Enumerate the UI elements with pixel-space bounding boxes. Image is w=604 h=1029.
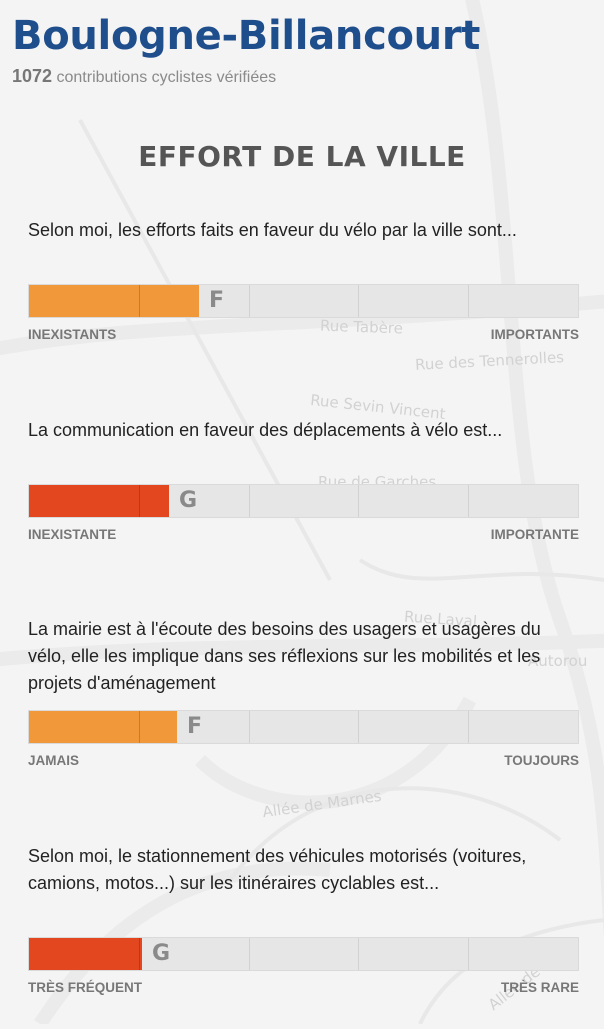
contributions-summary: 1072 contributions cyclistes vérifiées (12, 66, 276, 88)
question-text: La mairie est à l'écoute des besoins des… (28, 619, 541, 693)
scale-low-label: INEXISTANTE (28, 527, 117, 542)
scale-high-label: TRÈS RARE (500, 980, 579, 995)
scale-low-label: INEXISTANTS (28, 327, 117, 342)
scale-divider (249, 938, 250, 970)
rating-fill (29, 711, 177, 743)
scale-divider (249, 711, 250, 743)
rating-scale: JAMAIS TOUJOURS (28, 753, 579, 771)
fill-divider (139, 485, 140, 517)
map-label: Autorou (528, 652, 588, 670)
rating-bar: G (28, 484, 579, 518)
contributions-count: 1072 (12, 66, 53, 86)
scale-divider (358, 711, 359, 743)
rating-scale: INEXISTANTE IMPORTANTE (28, 527, 579, 545)
rating-bar: F (28, 284, 579, 318)
city-title: Boulogne-Billancourt (12, 13, 481, 59)
grade-label: F (209, 288, 225, 313)
scale-divider (358, 938, 359, 970)
scale-divider (249, 485, 250, 517)
scale-divider (358, 485, 359, 517)
question-text: Selon moi, les efforts faits en faveur d… (28, 220, 517, 240)
scale-divider (249, 285, 250, 317)
rating-bar: F (28, 710, 579, 744)
rating-scale: TRÈS FRÉQUENT TRÈS RARE (28, 980, 579, 998)
grade-label: G (179, 488, 198, 513)
question-text: La communication en faveur des déplaceme… (28, 420, 503, 440)
scale-divider (468, 711, 469, 743)
scale-divider (468, 485, 469, 517)
scale-high-label: IMPORTANTS (490, 327, 579, 342)
fill-divider (139, 938, 140, 970)
scale-divider (468, 938, 469, 970)
scale-divider (468, 285, 469, 317)
contributions-label: contributions cyclistes vérifiées (56, 69, 277, 86)
scale-divider (358, 285, 359, 317)
question-text: Selon moi, le stationnement des véhicule… (28, 846, 527, 893)
scale-high-label: IMPORTANTE (490, 527, 579, 542)
grade-label: F (187, 714, 203, 739)
grade-label: G (152, 941, 171, 966)
fill-divider (139, 711, 140, 743)
rating-scale: INEXISTANTS IMPORTANTS (28, 327, 579, 345)
scale-low-label: TRÈS FRÉQUENT (28, 980, 143, 995)
rating-bar: G (28, 937, 579, 971)
rating-fill (29, 285, 199, 317)
fill-divider (139, 285, 140, 317)
rating-fill (29, 938, 142, 970)
scale-high-label: TOUJOURS (504, 753, 579, 768)
scale-low-label: JAMAIS (28, 753, 80, 768)
rating-fill (29, 485, 169, 517)
section-title: EFFORT DE LA VILLE (138, 140, 466, 173)
